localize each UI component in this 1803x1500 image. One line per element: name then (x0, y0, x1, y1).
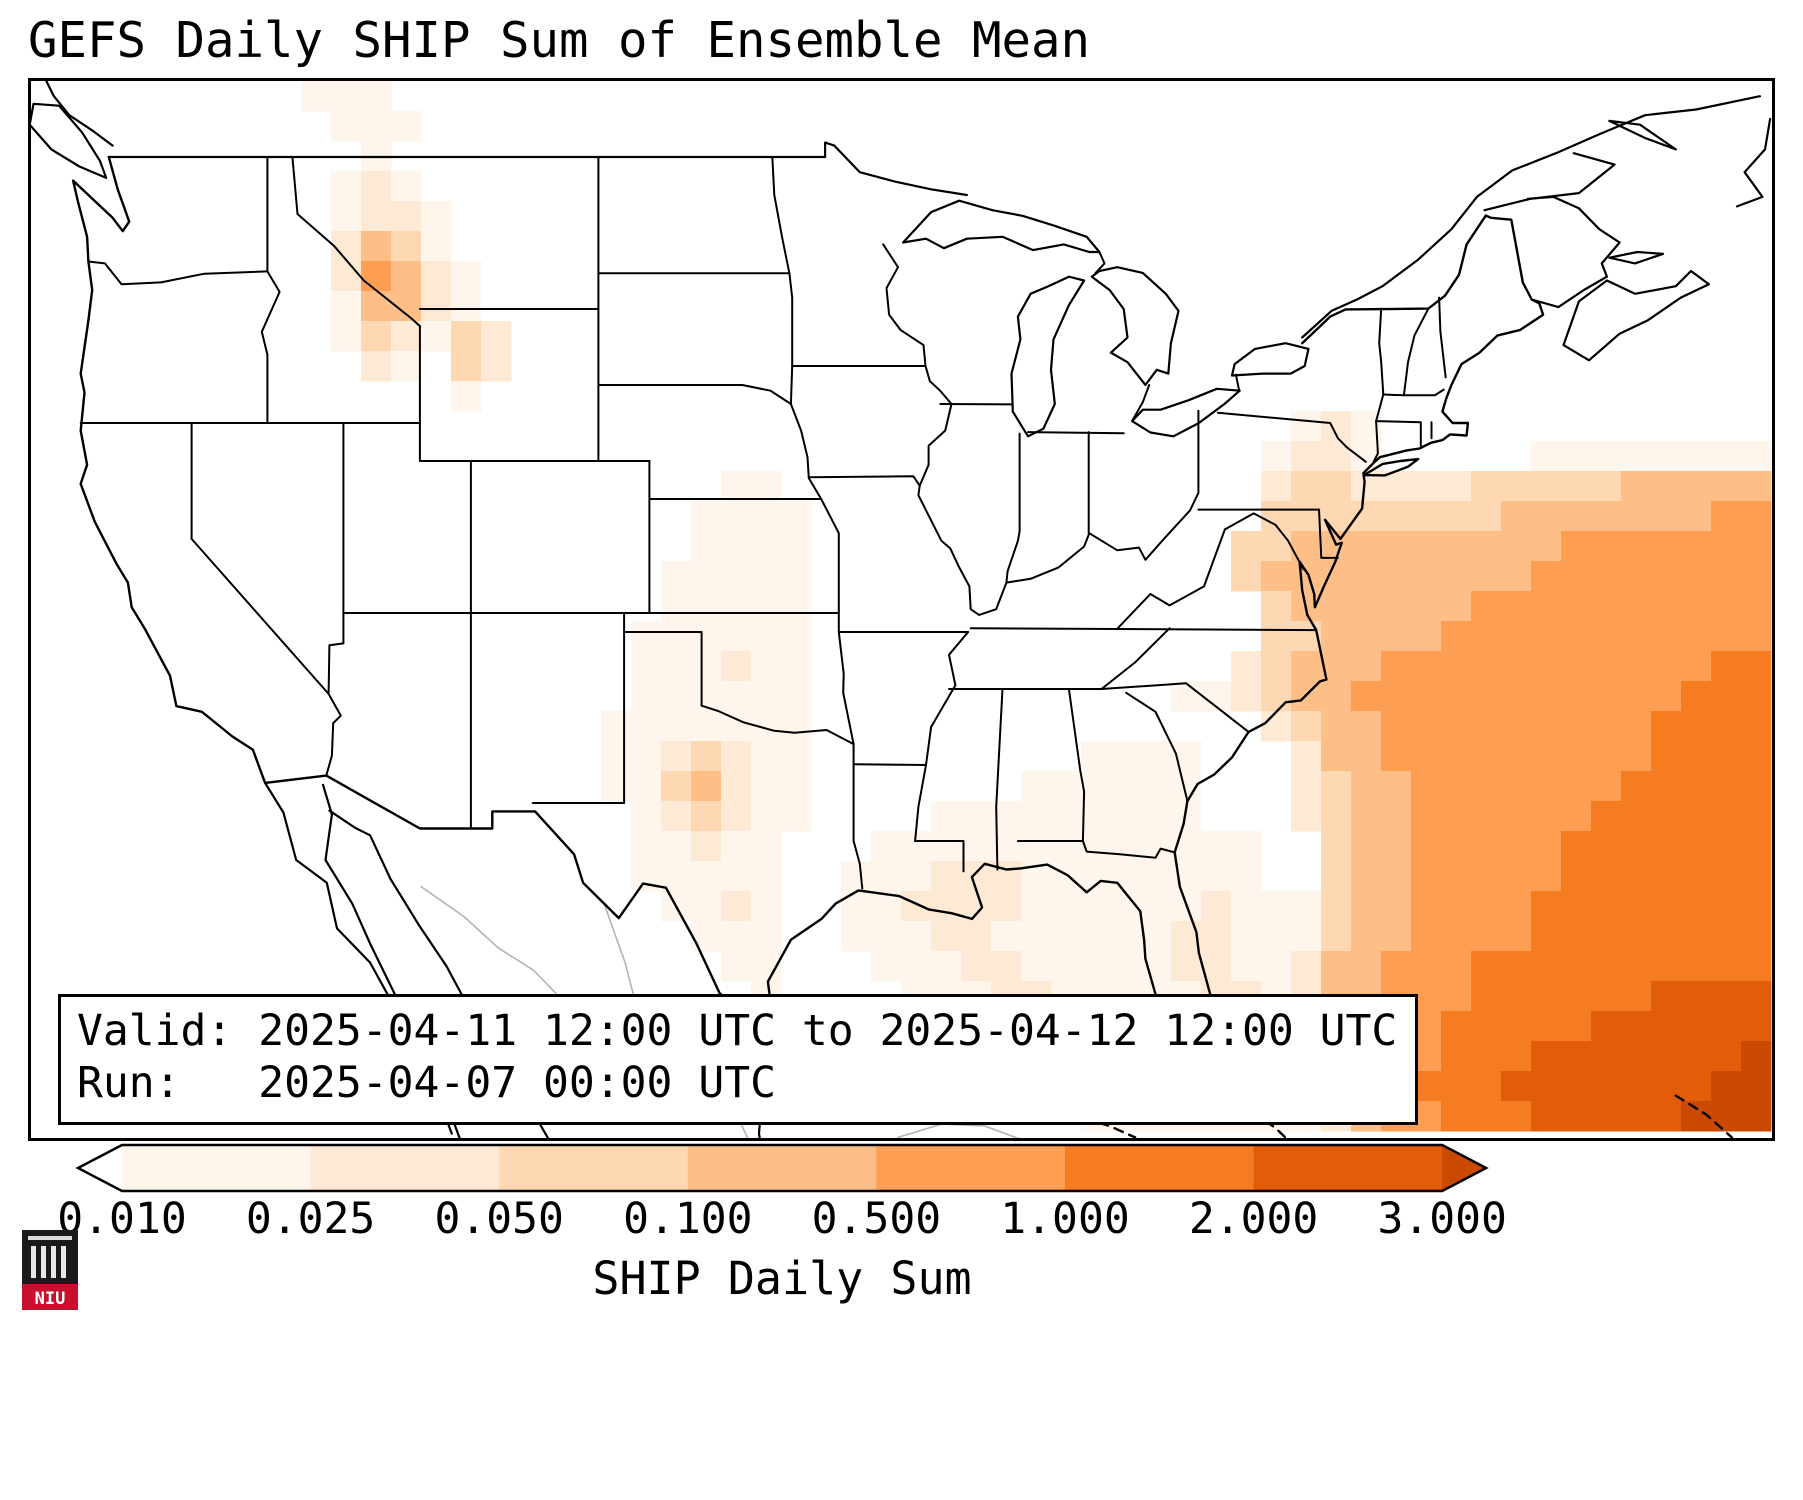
conus-map (31, 81, 1772, 1138)
niu-banner (22, 1284, 78, 1310)
valid-run-info-box: Valid: 2025-04-11 12:00 UTC to 2025-04-1… (58, 994, 1418, 1125)
page-title: GEFS Daily SHIP Sum of Ensemble Mean (28, 12, 1091, 69)
niu-logo: NIU (22, 1230, 78, 1310)
us-state-borders (79, 156, 1447, 890)
colorbar-outline (75, 1143, 1489, 1193)
colorbar-tick: 0.100 (623, 1194, 753, 1244)
colorbar-segment (310, 1145, 501, 1191)
run-time-text: Run: 2025-04-07 00:00 UTC (77, 1058, 776, 1109)
colorbar-tick: 1.000 (1000, 1194, 1130, 1244)
colorbar-segment (1065, 1145, 1255, 1191)
colorbar-tick: 0.050 (434, 1194, 564, 1244)
canada-borders (31, 81, 1772, 362)
colorbar (75, 1143, 1489, 1193)
colorbar-segment (876, 1145, 1066, 1191)
colorbar-tick: 3.000 (1377, 1194, 1507, 1244)
colorbar-tick: 0.010 (57, 1194, 187, 1244)
colorbar-label: SHIP Daily Sum (592, 1252, 972, 1305)
great-lakes-outlines (901, 199, 1310, 438)
niu-logo-text: NIU (35, 1289, 66, 1309)
map-panel (28, 78, 1775, 1141)
colorbar-tick-labels: 0.010 0.025 0.050 0.100 0.500 1.000 2.000 3.000 (30, 1194, 1772, 1244)
colorbar-tick: 0.025 (245, 1194, 376, 1244)
niu-castle-icon (22, 1230, 78, 1284)
colorbar-tick: 2.000 (1188, 1194, 1319, 1244)
valid-time-text: Valid: 2025-04-11 12:00 UTC to 2025-04-1… (77, 1006, 1398, 1056)
colorbar-tick: 0.500 (811, 1194, 942, 1244)
colorbar-segment (499, 1145, 689, 1191)
colorbar-over-arrow (1442, 1145, 1487, 1191)
ship-heatmap-cells (301, 81, 1772, 1132)
colorbar-segment (122, 1145, 312, 1191)
colorbar-under-arrow (78, 1145, 122, 1191)
colorbar-segment (1253, 1145, 1444, 1191)
colorbar-segment (687, 1145, 878, 1191)
